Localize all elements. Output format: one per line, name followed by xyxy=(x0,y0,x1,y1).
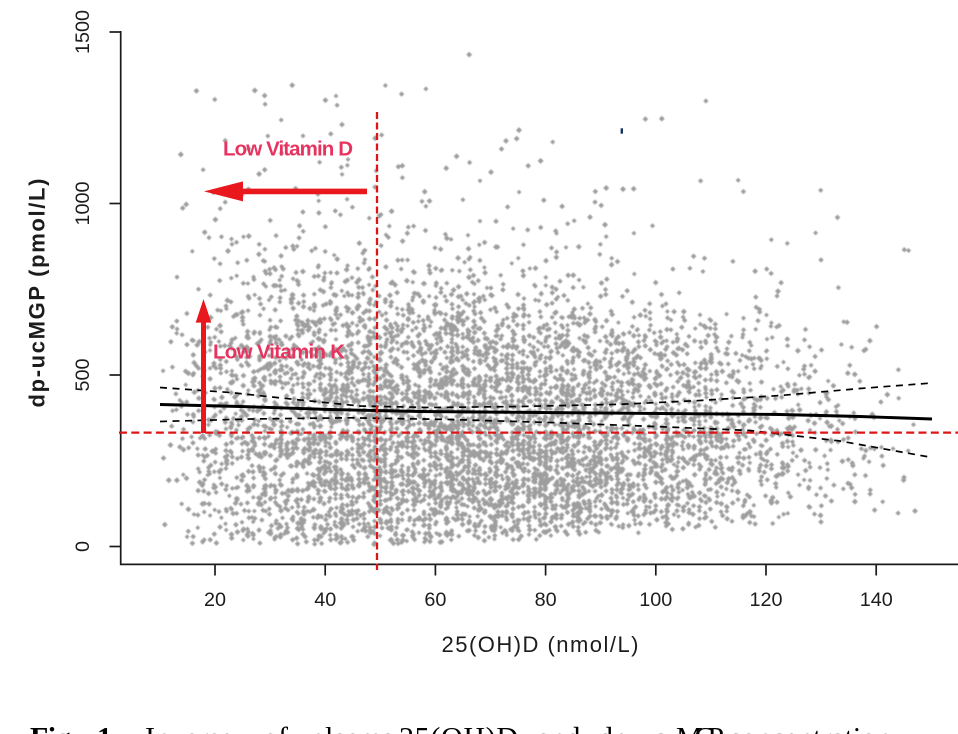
svg-text:0: 0 xyxy=(72,541,94,552)
svg-text:1000: 1000 xyxy=(72,181,94,225)
svg-text:40: 40 xyxy=(314,589,336,611)
svg-text:1500: 1500 xyxy=(72,10,94,54)
svg-text:1: 1 xyxy=(97,722,112,734)
svg-text:25(OH)D (nmol/L): 25(OH)D (nmol/L) xyxy=(442,632,639,657)
svg-text:80: 80 xyxy=(535,589,557,611)
svg-text:25(OH)D: 25(OH)D xyxy=(399,722,518,734)
svg-text:20: 20 xyxy=(204,589,226,611)
svg-text:60: 60 xyxy=(424,589,446,611)
svg-text:100: 100 xyxy=(639,589,672,611)
svg-text:Low Vitamin D: Low Vitamin D xyxy=(223,138,353,161)
svg-text:dp-ucMGP (pmol/L): dp-ucMGP (pmol/L) xyxy=(25,179,50,408)
svg-text:500: 500 xyxy=(72,358,94,391)
svg-text:dp-uc: dp-uc xyxy=(598,722,666,734)
svg-text:concentration: concentration xyxy=(728,722,891,734)
svg-text:Inverse: Inverse xyxy=(145,722,233,734)
svg-text:Fig.: Fig. xyxy=(30,722,78,734)
svg-text:of: of xyxy=(263,722,288,734)
svg-text:120: 120 xyxy=(749,589,782,611)
svg-text:140: 140 xyxy=(860,589,893,611)
svg-text:MGP: MGP xyxy=(676,722,724,734)
svg-text:plasma: plasma xyxy=(310,722,395,734)
svg-text:Low Vitamin K: Low Vitamin K xyxy=(213,341,345,364)
svg-text:and: and xyxy=(537,722,580,734)
